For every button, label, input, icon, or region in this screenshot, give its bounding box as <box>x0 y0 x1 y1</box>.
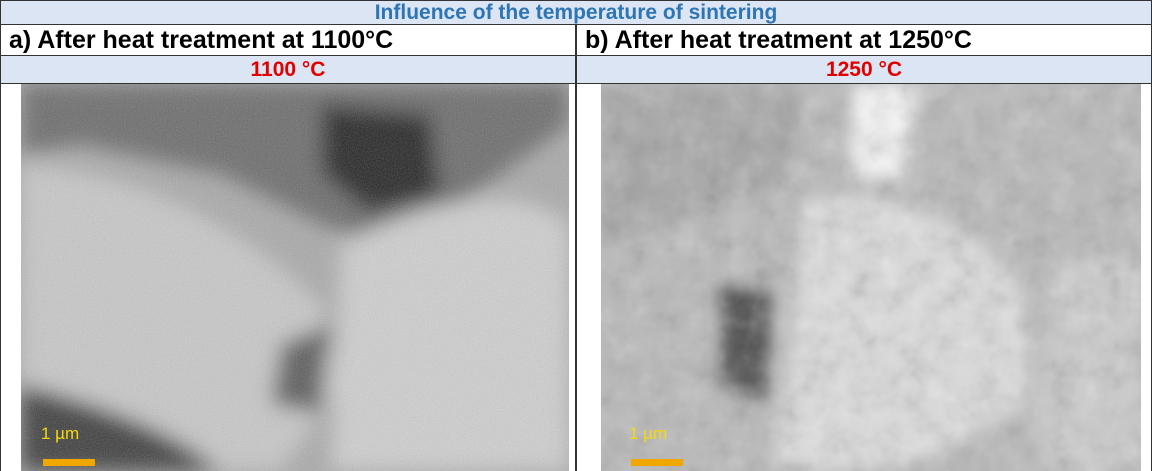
page: Influence of the temperature of sinterin… <box>0 0 1152 471</box>
column-heading: a) After heat treatment at 1100°C <box>0 25 576 56</box>
temperature-label: 1250 °C <box>576 56 1152 84</box>
table-title: Influence of the temperature of sinterin… <box>0 0 1152 25</box>
scale-bar <box>631 459 683 466</box>
sem-image-cell: 1 µm <box>576 84 1152 471</box>
sem-image <box>601 84 1141 471</box>
sem-image-cell: 1 µm <box>0 84 576 471</box>
sem-image <box>21 84 569 471</box>
scale-label: 1 µm <box>629 424 667 444</box>
column-heading: b) After heat treatment at 1250°C <box>576 25 1152 56</box>
temperature-label: 1100 °C <box>0 56 576 84</box>
scale-label: 1 µm <box>41 424 79 444</box>
scale-bar <box>43 459 95 466</box>
